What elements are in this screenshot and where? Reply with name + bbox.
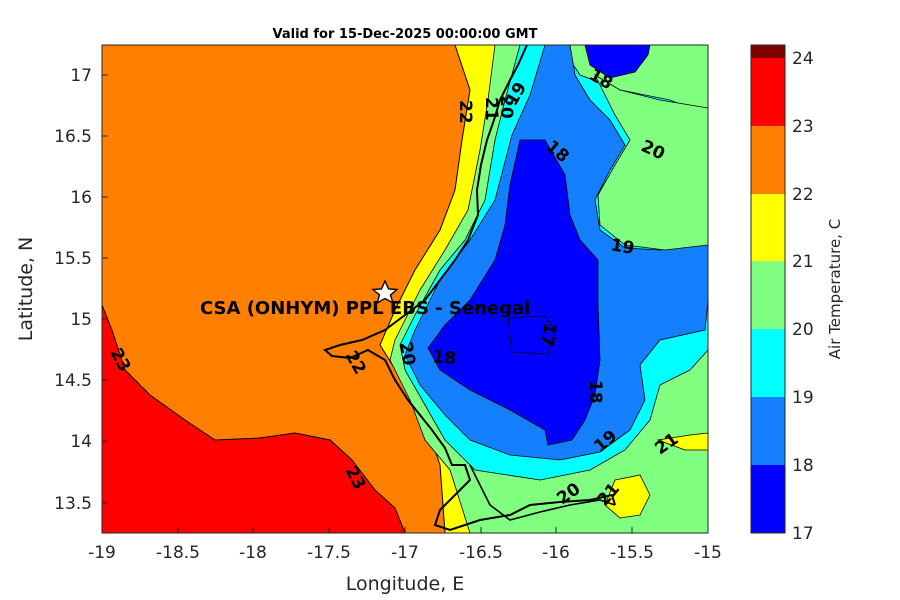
y-tick-label: 16.5: [54, 127, 92, 147]
site-marker: [371, 279, 399, 305]
colorbar-tick-label: 23: [792, 117, 814, 137]
x-tick-label: -18.5: [156, 543, 200, 563]
colorbar-tick-label: 21: [792, 252, 814, 272]
contour-label: 20: [395, 340, 419, 367]
contour-label: 19: [609, 235, 636, 259]
x-tick-label: -17.5: [307, 543, 351, 563]
x-tick-label: -19: [88, 543, 116, 563]
colorbar-tick-label: 24: [792, 49, 814, 69]
y-tick-label: 15: [70, 310, 92, 330]
y-axis-label: Latitude, N: [15, 237, 37, 342]
y-tick-label: 16: [70, 188, 92, 208]
y-tick-label: 13.5: [54, 494, 92, 514]
x-tick-label: -17: [391, 543, 419, 563]
contour-label: 21: [481, 97, 501, 121]
plot-title: Valid for 15-Dec-2025 00:00:00 GMT: [273, 27, 538, 42]
contour-label: 17: [536, 321, 560, 348]
band-17-upper: [584, 45, 651, 79]
band-21-south: [604, 474, 651, 519]
y-tick-label: 15.5: [54, 249, 92, 269]
x-tick-label: -16: [542, 543, 570, 563]
x-tick-label: -18: [239, 543, 267, 563]
x-tick-label: -16.5: [459, 543, 503, 563]
colorbar-label: Air Temperature, C: [826, 219, 844, 359]
y-axis-ticks: [102, 74, 108, 504]
y-tick-label: 17: [70, 66, 92, 86]
y-tick-label: 14: [70, 432, 92, 452]
colorbar-tick-label: 22: [792, 185, 814, 205]
x-axis-label: Longitude, E: [346, 573, 465, 595]
border-line: [469, 464, 616, 521]
colorbar-swatch-20: [751, 261, 785, 329]
colorbar-swatch-23: [751, 58, 785, 126]
band-21-east: [656, 432, 708, 451]
colorbar-frame: [750, 44, 786, 534]
colorbar: [750, 44, 786, 534]
site-label: CSA (ONHYM) PPL EBS - Senegal: [200, 298, 530, 319]
contour-label: 22: [455, 100, 475, 124]
band-17-main: [427, 139, 601, 446]
x-axis-ticks: [101, 527, 709, 533]
contour-field: [102, 45, 708, 533]
colorbar-swatch-21: [751, 194, 785, 261]
x-tick-label: -15.5: [610, 543, 654, 563]
band-17-inner: [507, 315, 556, 355]
band-20-east: [594, 73, 708, 251]
colorbar-tick-label: 17: [792, 524, 814, 544]
colorbar-swatch-22: [751, 126, 785, 194]
colorbar-tick-label: 19: [792, 388, 814, 408]
colorbar-swatch-17: [751, 465, 785, 533]
colorbar-swatch-19: [751, 329, 785, 397]
colorbar-tick-label: 18: [792, 456, 814, 476]
colorbar-swatch-18: [751, 397, 785, 465]
contour-label: 18: [432, 347, 457, 369]
contour-label: 18: [585, 380, 605, 404]
coastline: [323, 45, 616, 532]
band-23: [102, 304, 406, 533]
y-tick-label: 14.5: [54, 371, 92, 391]
contour-label: 20: [496, 95, 516, 119]
x-tick-label: -15: [694, 543, 722, 563]
colorbar-tick-label: 20: [792, 320, 814, 340]
colorbar-swatch-24: [751, 45, 785, 58]
